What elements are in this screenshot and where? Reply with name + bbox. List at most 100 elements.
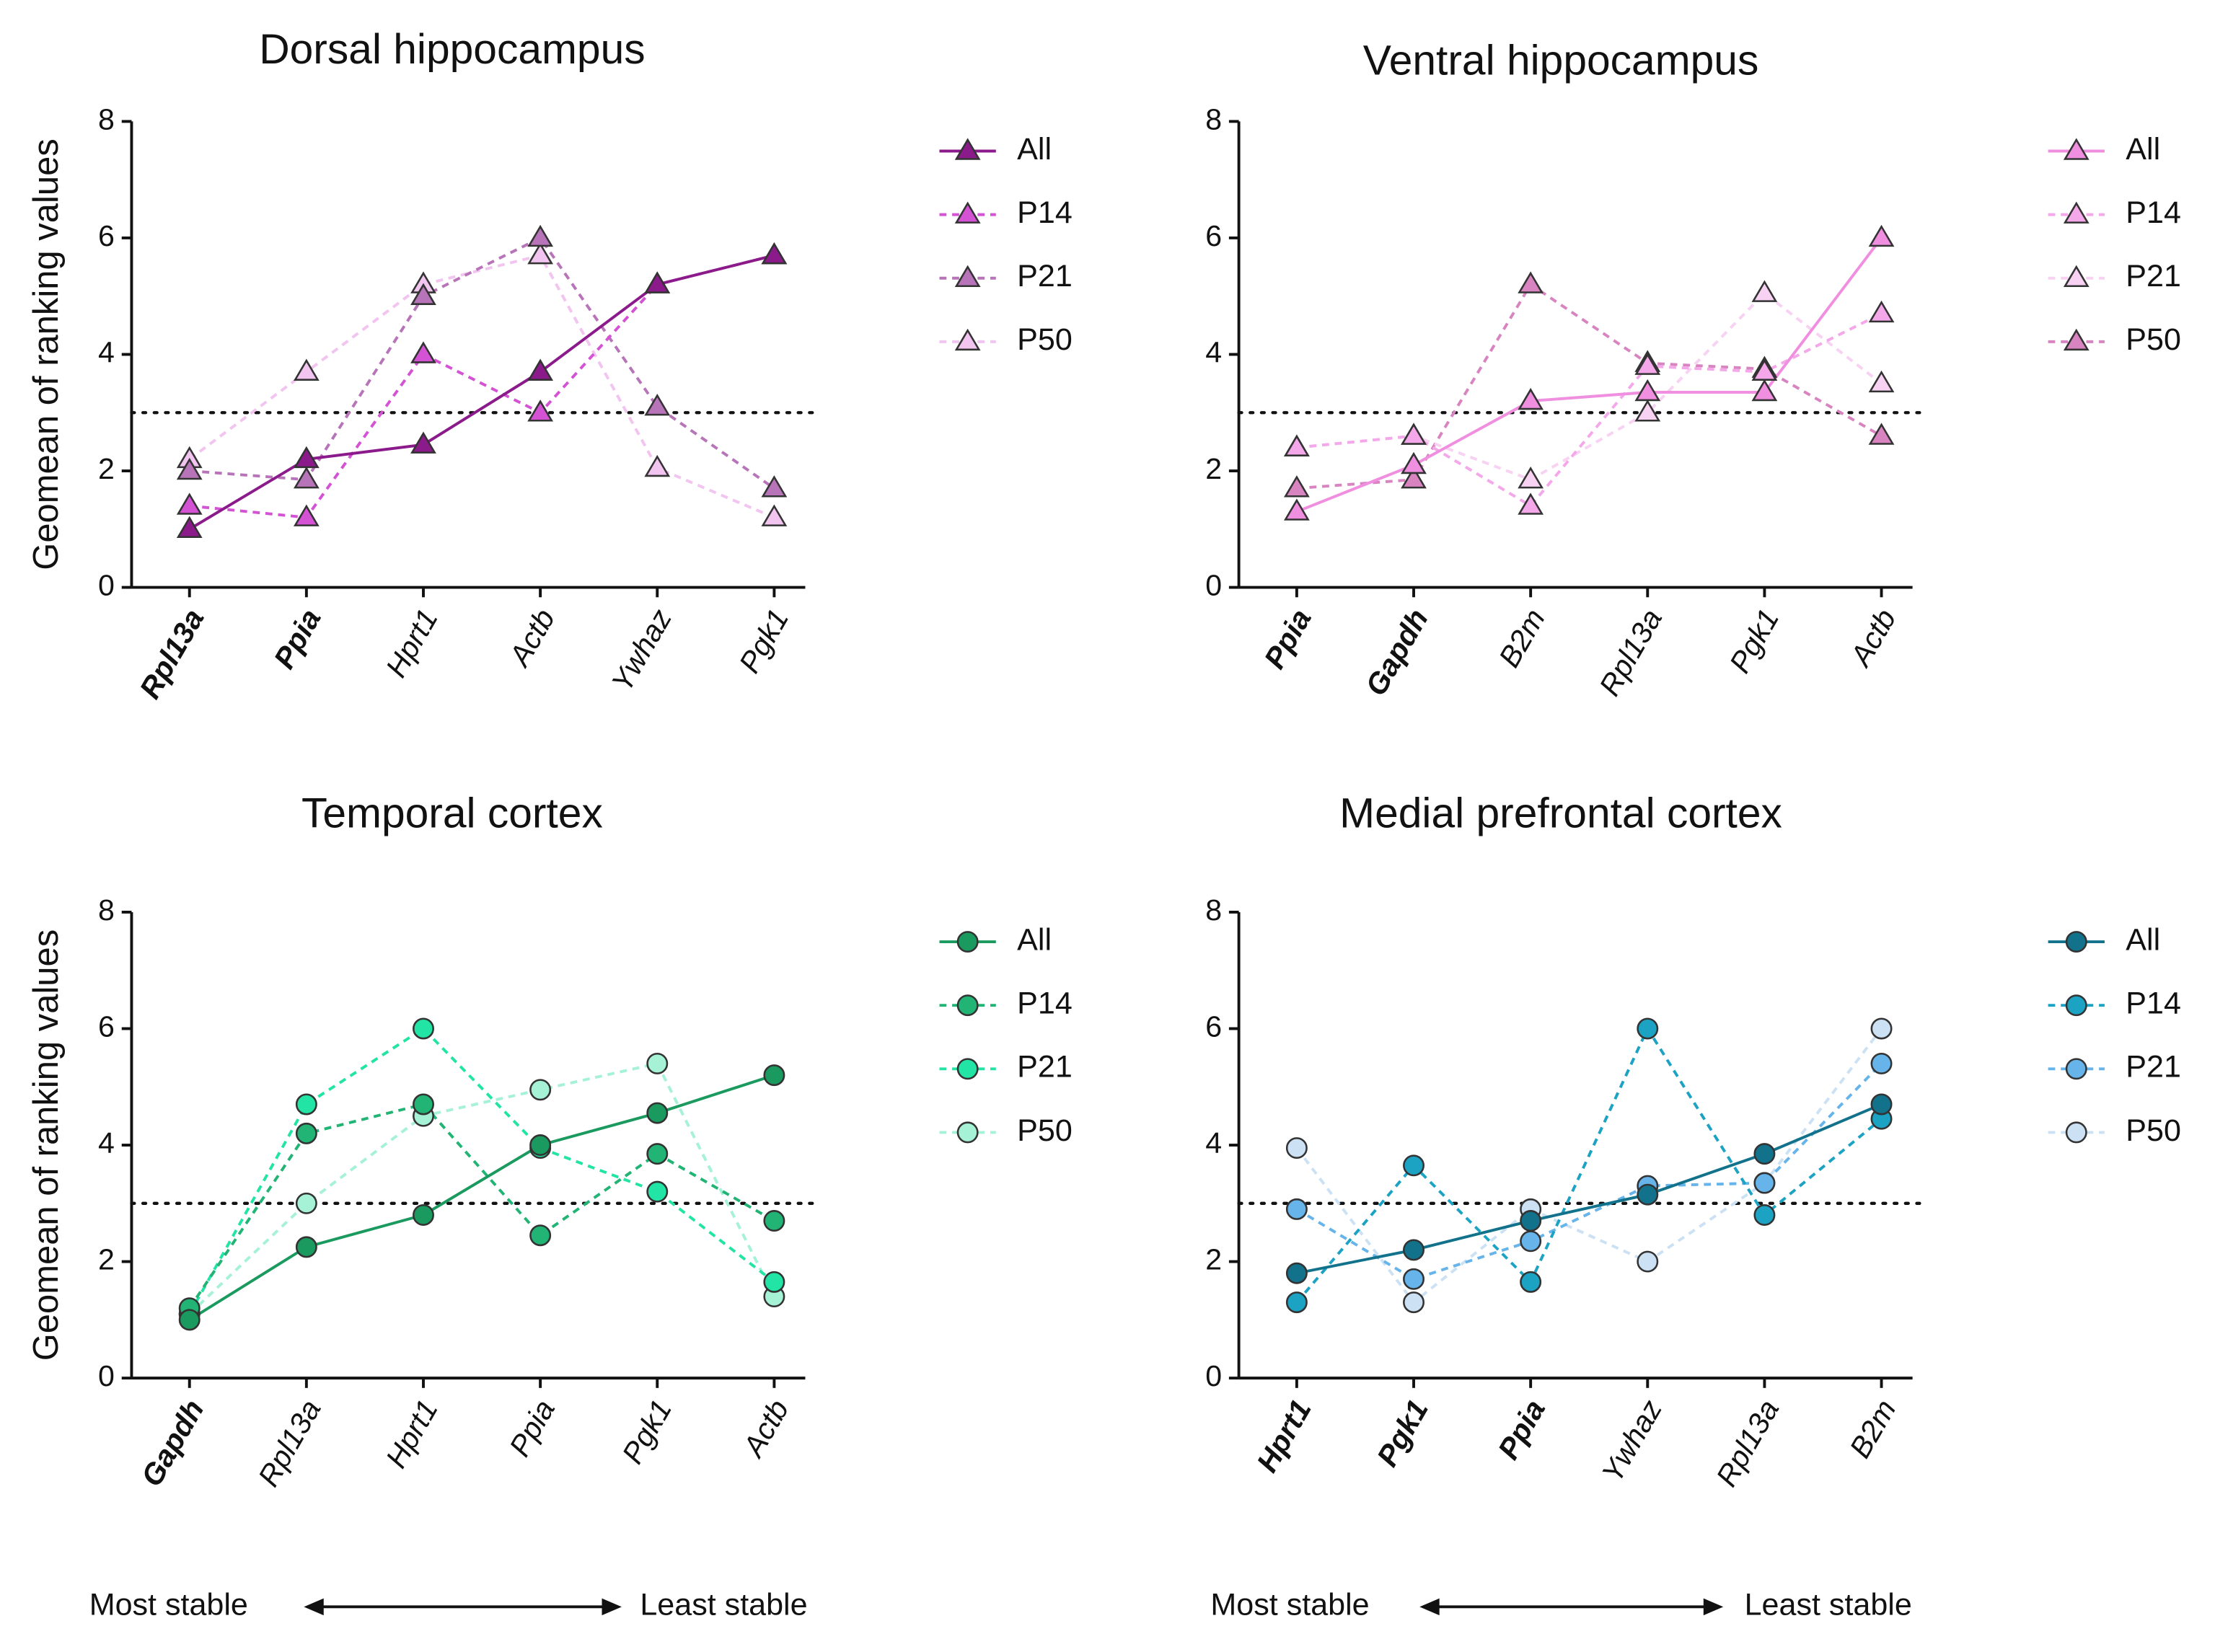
arrow-head [304, 1598, 324, 1616]
stability-left: Most stable [1210, 1588, 1369, 1622]
series-line [1295, 1062, 1882, 1281]
data-point [1283, 498, 1310, 521]
data-point [295, 1192, 317, 1214]
data-point [1283, 475, 1310, 498]
chart-title: Temporal cortex [301, 790, 603, 836]
data-point [527, 242, 554, 265]
y-tick-label: 6 [98, 1010, 115, 1043]
data-point [527, 399, 554, 422]
arrow-head [1419, 1598, 1440, 1616]
x-tick-label: Actb [736, 1394, 795, 1464]
data-point [529, 1134, 552, 1157]
x-tick-label: Ppia [268, 604, 327, 674]
data-point [761, 475, 788, 498]
data-point [1518, 466, 1544, 489]
data-point [1518, 387, 1544, 410]
y-tick-label: 8 [1205, 102, 1222, 136]
data-point [1637, 1017, 1659, 1040]
legend-marker [956, 1121, 979, 1144]
legend-label: P14 [2126, 986, 2181, 1021]
legend-label: All [1017, 922, 1052, 957]
data-point [295, 1093, 317, 1116]
data-point [529, 1224, 552, 1247]
series-line [188, 1074, 775, 1322]
legend-label: P14 [1017, 195, 1073, 230]
data-point [1637, 1250, 1659, 1273]
legend-marker [954, 201, 981, 224]
y-tick-label: 4 [98, 335, 115, 368]
legend-label: P50 [1017, 1113, 1073, 1148]
x-tick-label: Ppia [1492, 1394, 1551, 1465]
data-point [413, 1017, 434, 1040]
x-tick-label: Rpl13a [252, 1394, 327, 1492]
data-point [1518, 492, 1544, 515]
x-tick-label: B2m [1843, 1394, 1902, 1463]
series-line [188, 1103, 775, 1309]
series-line [1295, 1028, 1883, 1304]
data-point [1403, 1239, 1424, 1261]
legend-label: P21 [2126, 1050, 2181, 1085]
legend-marker [2065, 994, 2087, 1017]
data-point [1403, 1154, 1424, 1177]
data-point [1751, 379, 1778, 402]
data-point [1634, 353, 1661, 375]
data-point [410, 341, 436, 363]
y-tick-label: 8 [1205, 893, 1222, 927]
y-tick-label: 2 [98, 1242, 115, 1276]
data-point [529, 1079, 552, 1101]
data-point [1518, 271, 1544, 293]
x-tick-label: Pgk1 [1370, 1394, 1435, 1472]
data-point [1870, 1017, 1893, 1040]
data-point [410, 431, 436, 454]
legend-label: P21 [1017, 1050, 1073, 1085]
data-point [1637, 1183, 1659, 1206]
series-line [1296, 1103, 1882, 1275]
data-point [410, 283, 436, 305]
y-tick-label: 2 [98, 452, 115, 485]
series-line [1296, 237, 1883, 513]
data-point [1520, 1210, 1542, 1232]
legend-label: P50 [2126, 1113, 2181, 1148]
x-tick-label: Pgk1 [733, 604, 796, 679]
y-tick-label: 0 [98, 1359, 115, 1392]
data-point [527, 358, 554, 381]
data-point [1403, 1291, 1424, 1314]
x-tick-label: Rpl13a [1593, 604, 1668, 702]
data-point [293, 466, 320, 489]
data-point [176, 516, 203, 539]
series-line [189, 236, 775, 490]
legend-label: All [2126, 132, 2160, 167]
x-tick-label: Actb [502, 604, 561, 673]
x-tick-label: Ywhaz [1595, 1394, 1669, 1488]
data-point [763, 1210, 785, 1232]
stability-left: Most stable [89, 1588, 248, 1622]
legend-marker [2063, 328, 2090, 351]
x-tick-label: Ppia [1258, 604, 1318, 674]
legend-label: All [2126, 922, 2160, 957]
data-point [763, 1064, 785, 1087]
data-point [1401, 451, 1427, 474]
data-point [293, 446, 320, 469]
data-point [1753, 1172, 1776, 1194]
legend-marker [2065, 931, 2087, 953]
series-line [188, 1061, 776, 1315]
y-tick-label: 0 [1205, 568, 1222, 601]
data-point [1751, 280, 1778, 302]
data-point [1285, 1198, 1308, 1220]
legend-label: P14 [2126, 195, 2181, 230]
data-point [1403, 1268, 1424, 1290]
data-point [176, 457, 203, 480]
y-tick-label: 2 [1205, 1242, 1222, 1276]
series-line [1296, 312, 1882, 508]
arrow-head [602, 1598, 622, 1616]
x-tick-label: Hprt1 [379, 1394, 444, 1473]
data-point [646, 1180, 669, 1203]
data-point [295, 1236, 317, 1258]
y-tick-label: 6 [1205, 219, 1222, 252]
data-point [761, 242, 788, 265]
legend-marker [956, 994, 979, 1017]
data-point [1285, 1137, 1308, 1160]
data-point [1870, 1052, 1893, 1074]
series-line [188, 254, 775, 531]
